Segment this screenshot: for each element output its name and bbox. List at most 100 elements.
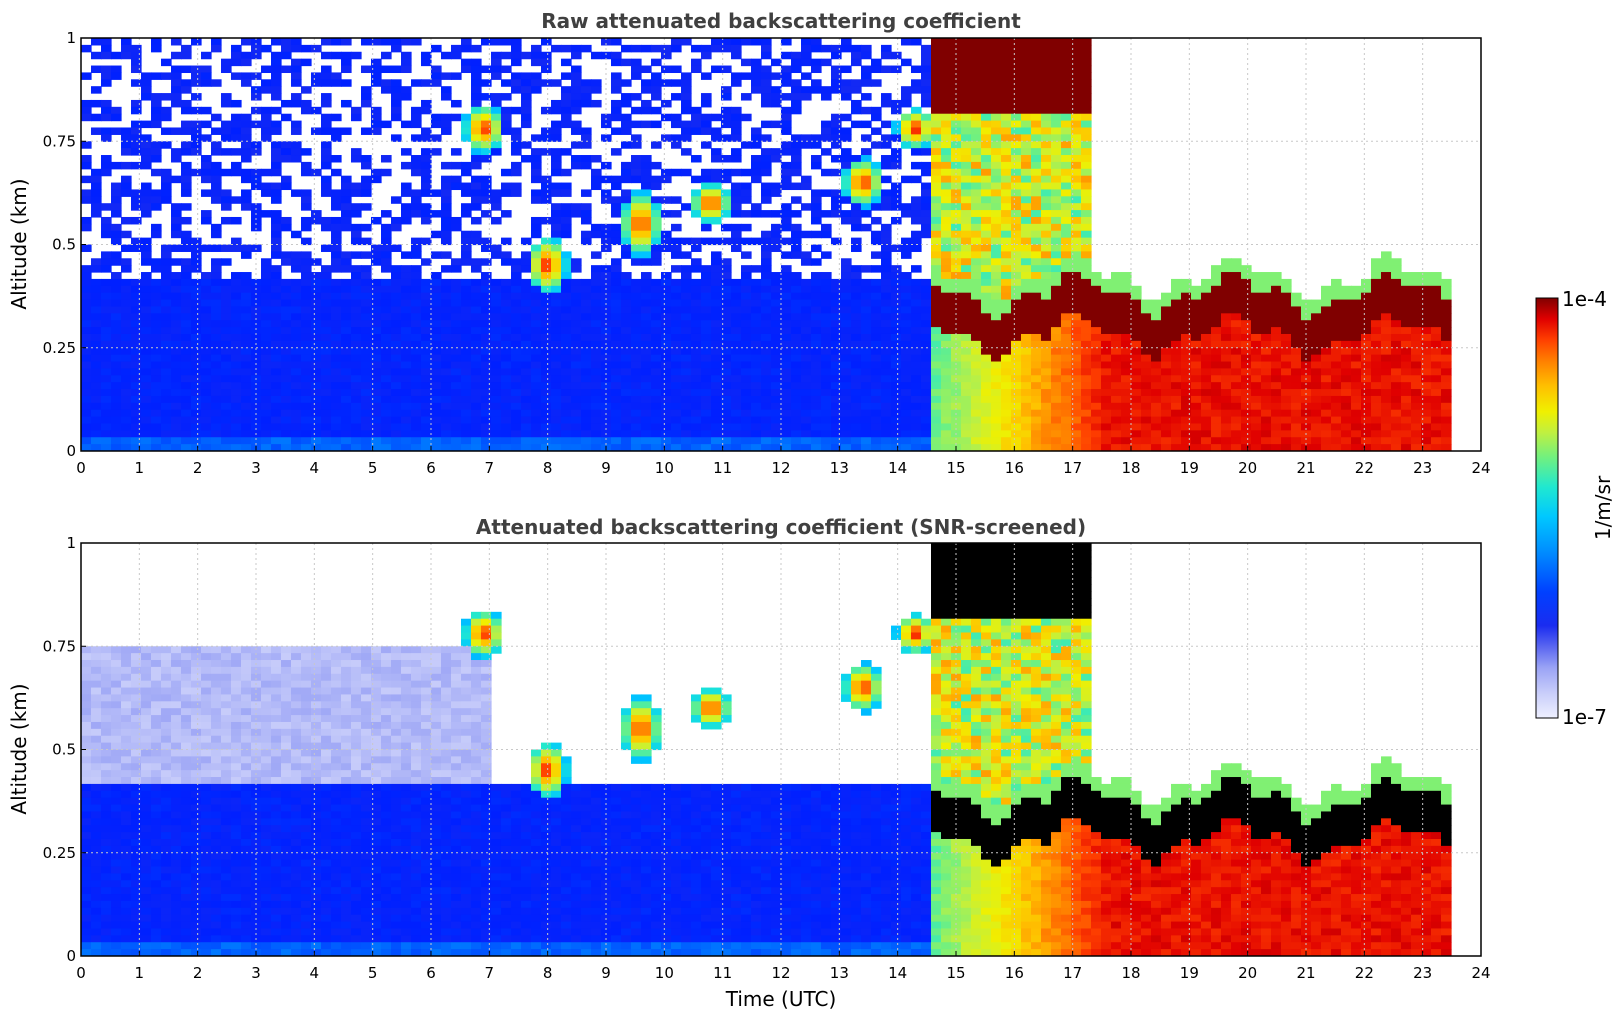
heat-cell [1141,354,1152,363]
heat-cell [841,161,852,170]
heat-cell [381,230,392,239]
heat-cell [151,230,162,239]
heat-cell [871,347,882,356]
heat-cell [1031,38,1042,46]
heat-cell [441,251,452,259]
heat-cell [871,285,882,294]
heat-cell [141,93,152,101]
heat-cell [1201,299,1212,308]
heat-cell [1191,327,1202,335]
heat-cell [731,327,742,335]
heat-cell [271,327,282,335]
heat-cell [191,423,202,431]
heat-cell [441,416,452,425]
heat-cell [331,285,342,294]
heat-cell [321,395,332,404]
heat-cell [351,437,362,445]
heat-cell [711,437,722,445]
heat-cell [551,382,562,390]
heat-cell [621,389,632,397]
heat-cell [421,175,432,184]
heat-cell [201,382,212,390]
heat-cell [741,395,752,404]
heat-cell [381,444,392,451]
heat-cell [271,251,282,259]
heat-cell [571,86,582,94]
heat-cell [351,299,362,308]
heat-cell [1041,38,1052,46]
heat-cell [271,216,282,225]
heat-cell [721,423,732,431]
heat-cell [1001,237,1012,246]
heat-cell [121,189,132,197]
heat-cell [521,251,532,259]
heat-cell [671,382,682,390]
heat-cell [511,430,522,438]
heat-cell [681,444,692,451]
heat-cell [1131,299,1142,308]
heat-cell [991,251,1002,259]
heat-cell [951,216,962,225]
heat-cell [911,375,922,383]
heat-cell [901,409,912,418]
heat-cell [1061,354,1072,363]
heat-cell [811,65,822,74]
heat-cell [121,44,132,53]
heat-cell [931,320,942,328]
heat-cell [751,437,762,445]
heat-cell [631,313,642,321]
heat-cell [901,99,912,108]
heat-cell [711,382,722,390]
heat-cell [111,196,122,204]
heat-cell [911,354,922,363]
heat-cell [121,175,132,184]
heat-cell [951,106,962,115]
heat-cell [1081,409,1092,418]
heat-cell [771,368,782,376]
heat-cell [781,327,792,335]
heat-cell [231,368,242,376]
heat-cell [171,230,182,239]
heat-cell [121,51,132,60]
heat-cell [571,444,582,451]
heat-cell [1041,430,1052,438]
heat-cell [241,113,252,122]
heat-cell [161,375,172,383]
heat-cell [1021,347,1032,356]
heat-cell [1171,278,1182,287]
heat-cell [831,409,842,418]
heat-cell [471,402,482,411]
heat-cell [691,354,702,363]
heat-cell [641,189,652,197]
heat-cell [261,409,272,418]
heat-cell [1031,409,1042,418]
heat-cell [961,375,972,383]
heat-cell [741,423,752,431]
heat-cell [551,272,562,280]
heat-cell [791,361,802,369]
heat-cell [621,327,632,335]
heat-cell [371,409,382,418]
heat-cell [931,416,942,425]
heat-cell [431,389,442,397]
heat-cell [801,327,812,335]
heat-cell [371,340,382,349]
heat-cell [631,395,642,404]
heat-cell [991,223,1002,232]
heat-cell [261,313,272,321]
heat-cell [971,161,982,170]
heat-cell [811,210,822,218]
heat-cell [691,299,702,308]
heat-cell [981,120,992,129]
heat-cell [1101,306,1112,314]
heat-cell [691,340,702,349]
heat-cell [541,272,552,280]
heat-cell [1021,389,1032,397]
heat-cell [151,423,162,431]
heat-cell [531,189,542,197]
heat-cell [871,58,882,67]
heat-cell [311,333,322,342]
heat-cell [1041,141,1052,149]
heat-cell [1031,72,1042,80]
heat-cell [1071,44,1082,53]
